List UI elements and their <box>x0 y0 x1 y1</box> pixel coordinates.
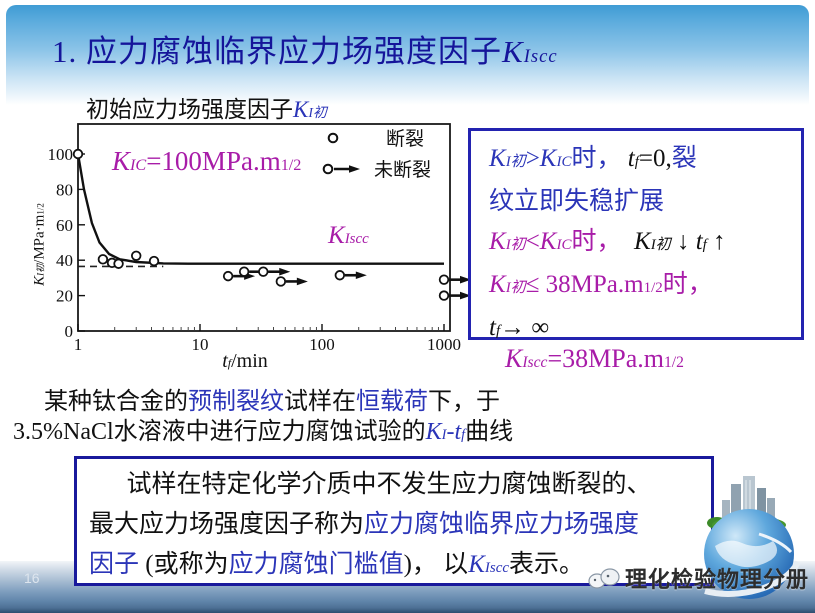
chart-subtitle: 初始应力场强度因子KI初 <box>86 97 327 122</box>
swoosh <box>704 560 801 597</box>
x-axis-label: tf/min <box>222 350 268 372</box>
y-axis-label: KI初/MPa·m1/2 <box>31 203 48 286</box>
top-gradient-band <box>6 5 809 105</box>
legend-label-no-fracture: 未断裂 <box>374 159 431 181</box>
chart-caption-line-1: 某种钛合金的预制裂纹试样在恒载荷下，于 <box>44 389 500 415</box>
definition-line-1: 试样在特定化学介质中不发生应力腐蚀断裂的、 <box>126 471 652 498</box>
x-axis: 1 10 100 1000 <box>74 324 461 354</box>
definition-line-3: 因子 (或称为应力腐蚀门槛值)， 以KIscc表示。 <box>89 551 585 578</box>
ki-tf-curve <box>76 153 444 265</box>
svg-text:40: 40 <box>56 251 73 270</box>
formula-line-2: 纹立即失稳扩展 <box>489 188 665 215</box>
svg-text:80: 80 <box>56 180 73 199</box>
no-fracture-points <box>222 266 471 301</box>
legend-label-fracture: 断裂 <box>386 128 424 150</box>
page-title: 1. 应力腐蚀临界应力场强度因子KIscc <box>52 34 558 69</box>
kiscc-equation: KIscc=38MPa.m1/2 <box>505 344 684 373</box>
svg-text:1: 1 <box>74 335 83 354</box>
formula-line-1: KI初>KIC时， tf=0,裂 <box>489 145 697 172</box>
plot-frame <box>77 123 451 332</box>
formula-line-3: KI初<KIC时， KI初 ↓ tf ↑ <box>489 228 726 255</box>
svg-text:0: 0 <box>65 322 74 341</box>
page-number: 16 <box>24 570 40 586</box>
kic-annotation: KIC=100MPa.m1/2 <box>112 146 302 176</box>
svg-text:10: 10 <box>192 335 209 354</box>
chart-caption-line-2: 3.5%NaCl水溶液中进行应力腐蚀试验的KI-tf曲线 <box>13 419 514 445</box>
formula-line-5: tf→ ∞ <box>489 314 550 341</box>
definition-line-2: 最大应力场强度因子称为应力腐蚀临界应力场强度 <box>89 511 640 538</box>
y-axis: 0 20 40 60 80 100 <box>48 145 85 341</box>
svg-text:100: 100 <box>48 145 74 164</box>
formula-line-4: KI初≤ 38MPa.m1/2时， <box>489 271 713 298</box>
panda-logo-icon <box>588 568 620 589</box>
svg-text:1000: 1000 <box>427 335 461 354</box>
ship-streak <box>758 532 793 554</box>
globe-graphic <box>704 476 801 599</box>
chart-region: 0 20 40 60 80 100 1 10 100 1000 断裂 未断裂 KIC=100MPa.m… <box>30 112 492 380</box>
globe-image <box>697 474 805 611</box>
svg-text:60: 60 <box>56 216 73 235</box>
journal-logo: 理化检验物理分册 <box>586 562 809 594</box>
svg-text:20: 20 <box>56 287 73 306</box>
formula-box: KI初>KIC时， tf=0,裂 纹立即失稳扩展 KI初<KIC时， KI初 ↓… <box>468 128 804 341</box>
svg-text:100: 100 <box>309 335 335 354</box>
journal-logo-text: 理化检验物理分册 <box>625 567 810 592</box>
fracture-points <box>72 148 160 269</box>
kiscc-line-label: KIscc <box>328 222 369 249</box>
